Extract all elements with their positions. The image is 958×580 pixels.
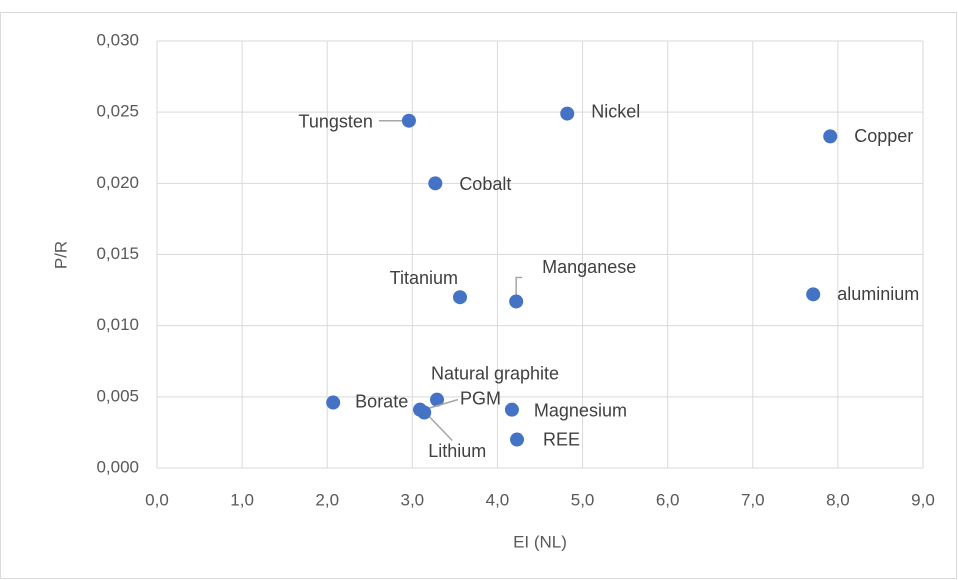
point-label: Natural graphite <box>431 363 559 383</box>
point-label: Manganese <box>542 257 636 277</box>
x-tick-label: 3,0 <box>401 490 425 509</box>
point-label: Nickel <box>591 101 640 121</box>
chart-border <box>0 12 957 579</box>
x-tick-label: 7,0 <box>741 490 765 509</box>
y-tick-label: 0,020 <box>96 173 139 192</box>
point-label: Titanium <box>390 268 458 288</box>
point-label: Borate <box>355 391 408 411</box>
y-axis-title: P/R <box>51 241 70 269</box>
point-label: REE <box>543 429 580 449</box>
point <box>509 294 524 309</box>
point <box>560 106 575 121</box>
y-tick-label: 0,030 <box>96 30 139 49</box>
point <box>417 405 432 420</box>
point-label: Cobalt <box>459 174 511 194</box>
leader-line <box>515 276 523 296</box>
x-tick-label: 0,0 <box>145 490 169 509</box>
point-label: Tungsten <box>299 111 373 131</box>
point-label: Magnesium <box>534 400 627 420</box>
point <box>430 392 445 407</box>
point <box>428 176 443 191</box>
y-tick-label: 0,000 <box>96 457 139 476</box>
x-tick-label: 1,0 <box>230 490 254 509</box>
y-tick-label: 0,005 <box>96 386 139 405</box>
x-tick-label: 2,0 <box>315 490 339 509</box>
point <box>823 129 838 144</box>
x-tick-label: 8,0 <box>826 490 850 509</box>
point-label: PGM <box>460 388 501 408</box>
point <box>806 287 821 302</box>
y-tick-label: 0,025 <box>96 102 139 121</box>
x-tick-label: 9,0 <box>911 490 935 509</box>
x-tick-label: 5,0 <box>571 490 595 509</box>
x-axis-title: EI (NL) <box>513 532 567 551</box>
point <box>504 402 519 417</box>
x-tick-label: 6,0 <box>656 490 680 509</box>
point <box>452 290 467 305</box>
point-label: aluminium <box>837 284 919 304</box>
leader-line <box>423 398 459 411</box>
leader-line <box>426 413 453 442</box>
point <box>510 432 525 447</box>
point <box>401 113 416 128</box>
x-tick-label: 4,0 <box>486 490 510 509</box>
y-tick-label: 0,010 <box>96 315 139 334</box>
point-label: Lithium <box>428 441 486 461</box>
point <box>326 395 341 410</box>
point-label: Copper <box>854 126 913 146</box>
y-tick-label: 0,015 <box>96 244 139 263</box>
